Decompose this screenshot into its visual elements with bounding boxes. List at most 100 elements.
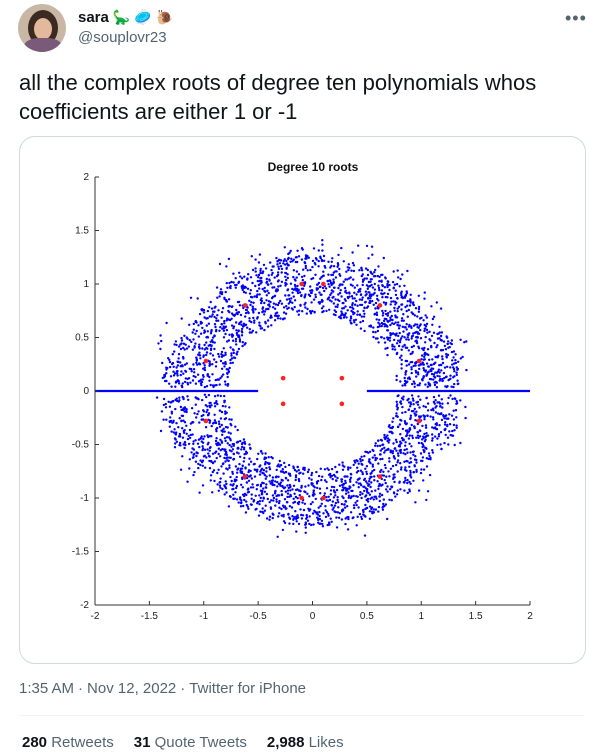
root-point	[391, 420, 394, 423]
root-point	[226, 384, 229, 387]
root-point	[179, 405, 183, 409]
root-point	[261, 270, 265, 273]
root-point	[377, 487, 380, 491]
root-point	[289, 300, 292, 304]
root-point	[395, 332, 398, 335]
root-point	[230, 312, 234, 315]
root-point	[327, 495, 330, 498]
root-point	[242, 306, 245, 310]
root-point	[403, 468, 407, 471]
root-point	[301, 248, 304, 251]
root-point	[206, 408, 209, 412]
root-point	[405, 291, 409, 295]
root-point	[208, 446, 212, 450]
root-point	[206, 330, 209, 333]
root-point	[165, 366, 168, 369]
root-point	[382, 498, 385, 501]
tweet-media[interactable]: 2 1.5 1 0.5 0 -0.5 -1 -1.5 -2 -2 -1.5 -1 -0.5 0 0.5 1 1.…	[19, 136, 586, 664]
root-point	[425, 447, 428, 450]
root-point	[361, 463, 364, 466]
root-point	[440, 331, 444, 334]
root-point	[179, 361, 182, 364]
root-point	[333, 504, 337, 507]
root-point	[215, 456, 218, 460]
root-point	[390, 499, 393, 502]
root-point	[324, 287, 328, 290]
quote-tweets-stat[interactable]: 31 Quote Tweets	[134, 734, 247, 751]
root-point	[407, 408, 411, 411]
root-point	[415, 341, 419, 345]
root-point	[322, 274, 325, 277]
root-point	[183, 348, 186, 351]
root-point	[271, 306, 275, 309]
root-point	[358, 269, 361, 272]
root-point	[425, 373, 429, 376]
root-point	[265, 483, 268, 486]
root-point	[375, 318, 378, 321]
tweet-source[interactable]: Twitter for iPhone	[189, 680, 306, 697]
root-point	[218, 481, 221, 484]
tweet-date[interactable]: Nov 12, 2022	[87, 680, 177, 697]
root-point	[222, 347, 225, 350]
tweet-time[interactable]: 1:35 AM	[19, 680, 75, 697]
root-point	[396, 269, 399, 272]
root-point	[237, 300, 241, 304]
root-point	[231, 348, 235, 351]
root-point	[369, 485, 372, 489]
root-point	[409, 416, 412, 419]
root-point	[393, 447, 396, 450]
root-point	[225, 491, 228, 494]
root-point	[412, 479, 415, 482]
root-point	[177, 357, 180, 360]
root-point	[325, 496, 328, 499]
root-point	[378, 444, 382, 447]
root-point	[426, 490, 430, 493]
root-point	[296, 497, 299, 500]
root-point	[411, 434, 414, 437]
root-point	[351, 303, 354, 307]
root-point	[424, 369, 427, 372]
quotes-count: 31	[133, 734, 151, 751]
user-name-row[interactable]: sara 🦕 🥏 🐌	[78, 7, 173, 27]
root-point	[254, 308, 257, 311]
root-point	[455, 424, 458, 427]
likes-stat[interactable]: 2,988 Likes	[267, 734, 344, 751]
root-point	[439, 363, 443, 367]
root-point	[399, 488, 402, 491]
root-point	[321, 525, 325, 528]
retweets-stat[interactable]: 280 Retweets	[22, 734, 114, 751]
root-point	[423, 353, 426, 356]
root-point	[360, 455, 363, 458]
root-point	[208, 449, 211, 452]
user-handle[interactable]: @souplovr23	[78, 29, 167, 46]
root-point	[446, 342, 449, 346]
root-point	[319, 467, 322, 470]
root-point	[258, 494, 261, 497]
root-point	[393, 476, 396, 479]
root-point	[235, 486, 238, 490]
root-point	[227, 431, 230, 434]
root-point	[268, 480, 271, 483]
root-point	[450, 385, 453, 388]
root-point	[330, 260, 333, 263]
root-point	[203, 393, 207, 396]
root-point	[351, 302, 354, 305]
root-point	[274, 303, 278, 306]
x-tick-label: 2	[527, 611, 533, 622]
more-options-icon[interactable]: •••	[565, 8, 587, 28]
root-point	[181, 385, 184, 389]
root-point	[311, 265, 314, 269]
root-point	[257, 261, 261, 264]
root-point	[381, 508, 385, 511]
root-point	[438, 331, 441, 334]
root-point	[220, 367, 224, 370]
root-point	[396, 461, 399, 464]
user-name[interactable]: sara	[78, 8, 109, 26]
root-point	[350, 473, 353, 476]
root-point	[356, 304, 359, 307]
frisbee-emoji-icon: 🥏	[134, 9, 152, 25]
avatar[interactable]	[18, 4, 66, 52]
root-point	[355, 503, 358, 507]
root-point	[446, 353, 450, 357]
root-point	[248, 328, 251, 331]
